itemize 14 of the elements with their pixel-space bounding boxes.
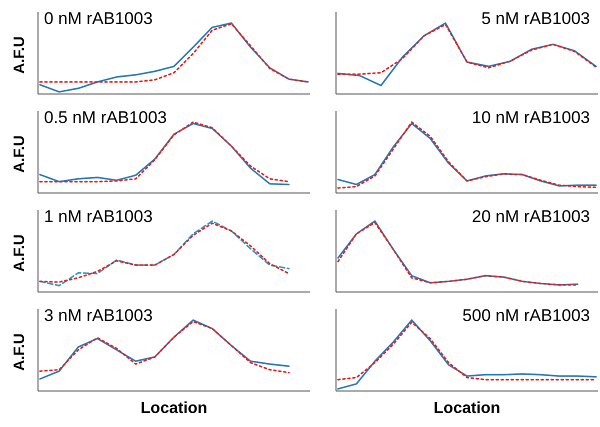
chart-title: 0.5 nM rAB1003 <box>44 108 167 127</box>
x-axis-title: Location <box>140 400 208 417</box>
x-axis-title: Location <box>434 400 500 417</box>
y-axis-title: A.F.U <box>11 135 28 173</box>
chart-title: 5 nM rAB1003 <box>481 9 590 28</box>
chart-title: 1 nM rAB1003 <box>44 207 153 226</box>
y-axis-title: A.F.U <box>11 333 28 371</box>
chart-title: 3 nM rAB1003 <box>44 306 153 325</box>
y-axis-title: A.F.U <box>11 234 28 272</box>
chart-title: 500 nM rAB1003 <box>462 306 590 325</box>
chart-title: 0 nM rAB1003 <box>44 9 153 28</box>
chart-title: 10 nM rAB1003 <box>472 108 590 127</box>
chart-title: 20 nM rAB1003 <box>472 207 590 226</box>
y-axis-title: A.F.U <box>11 36 28 74</box>
